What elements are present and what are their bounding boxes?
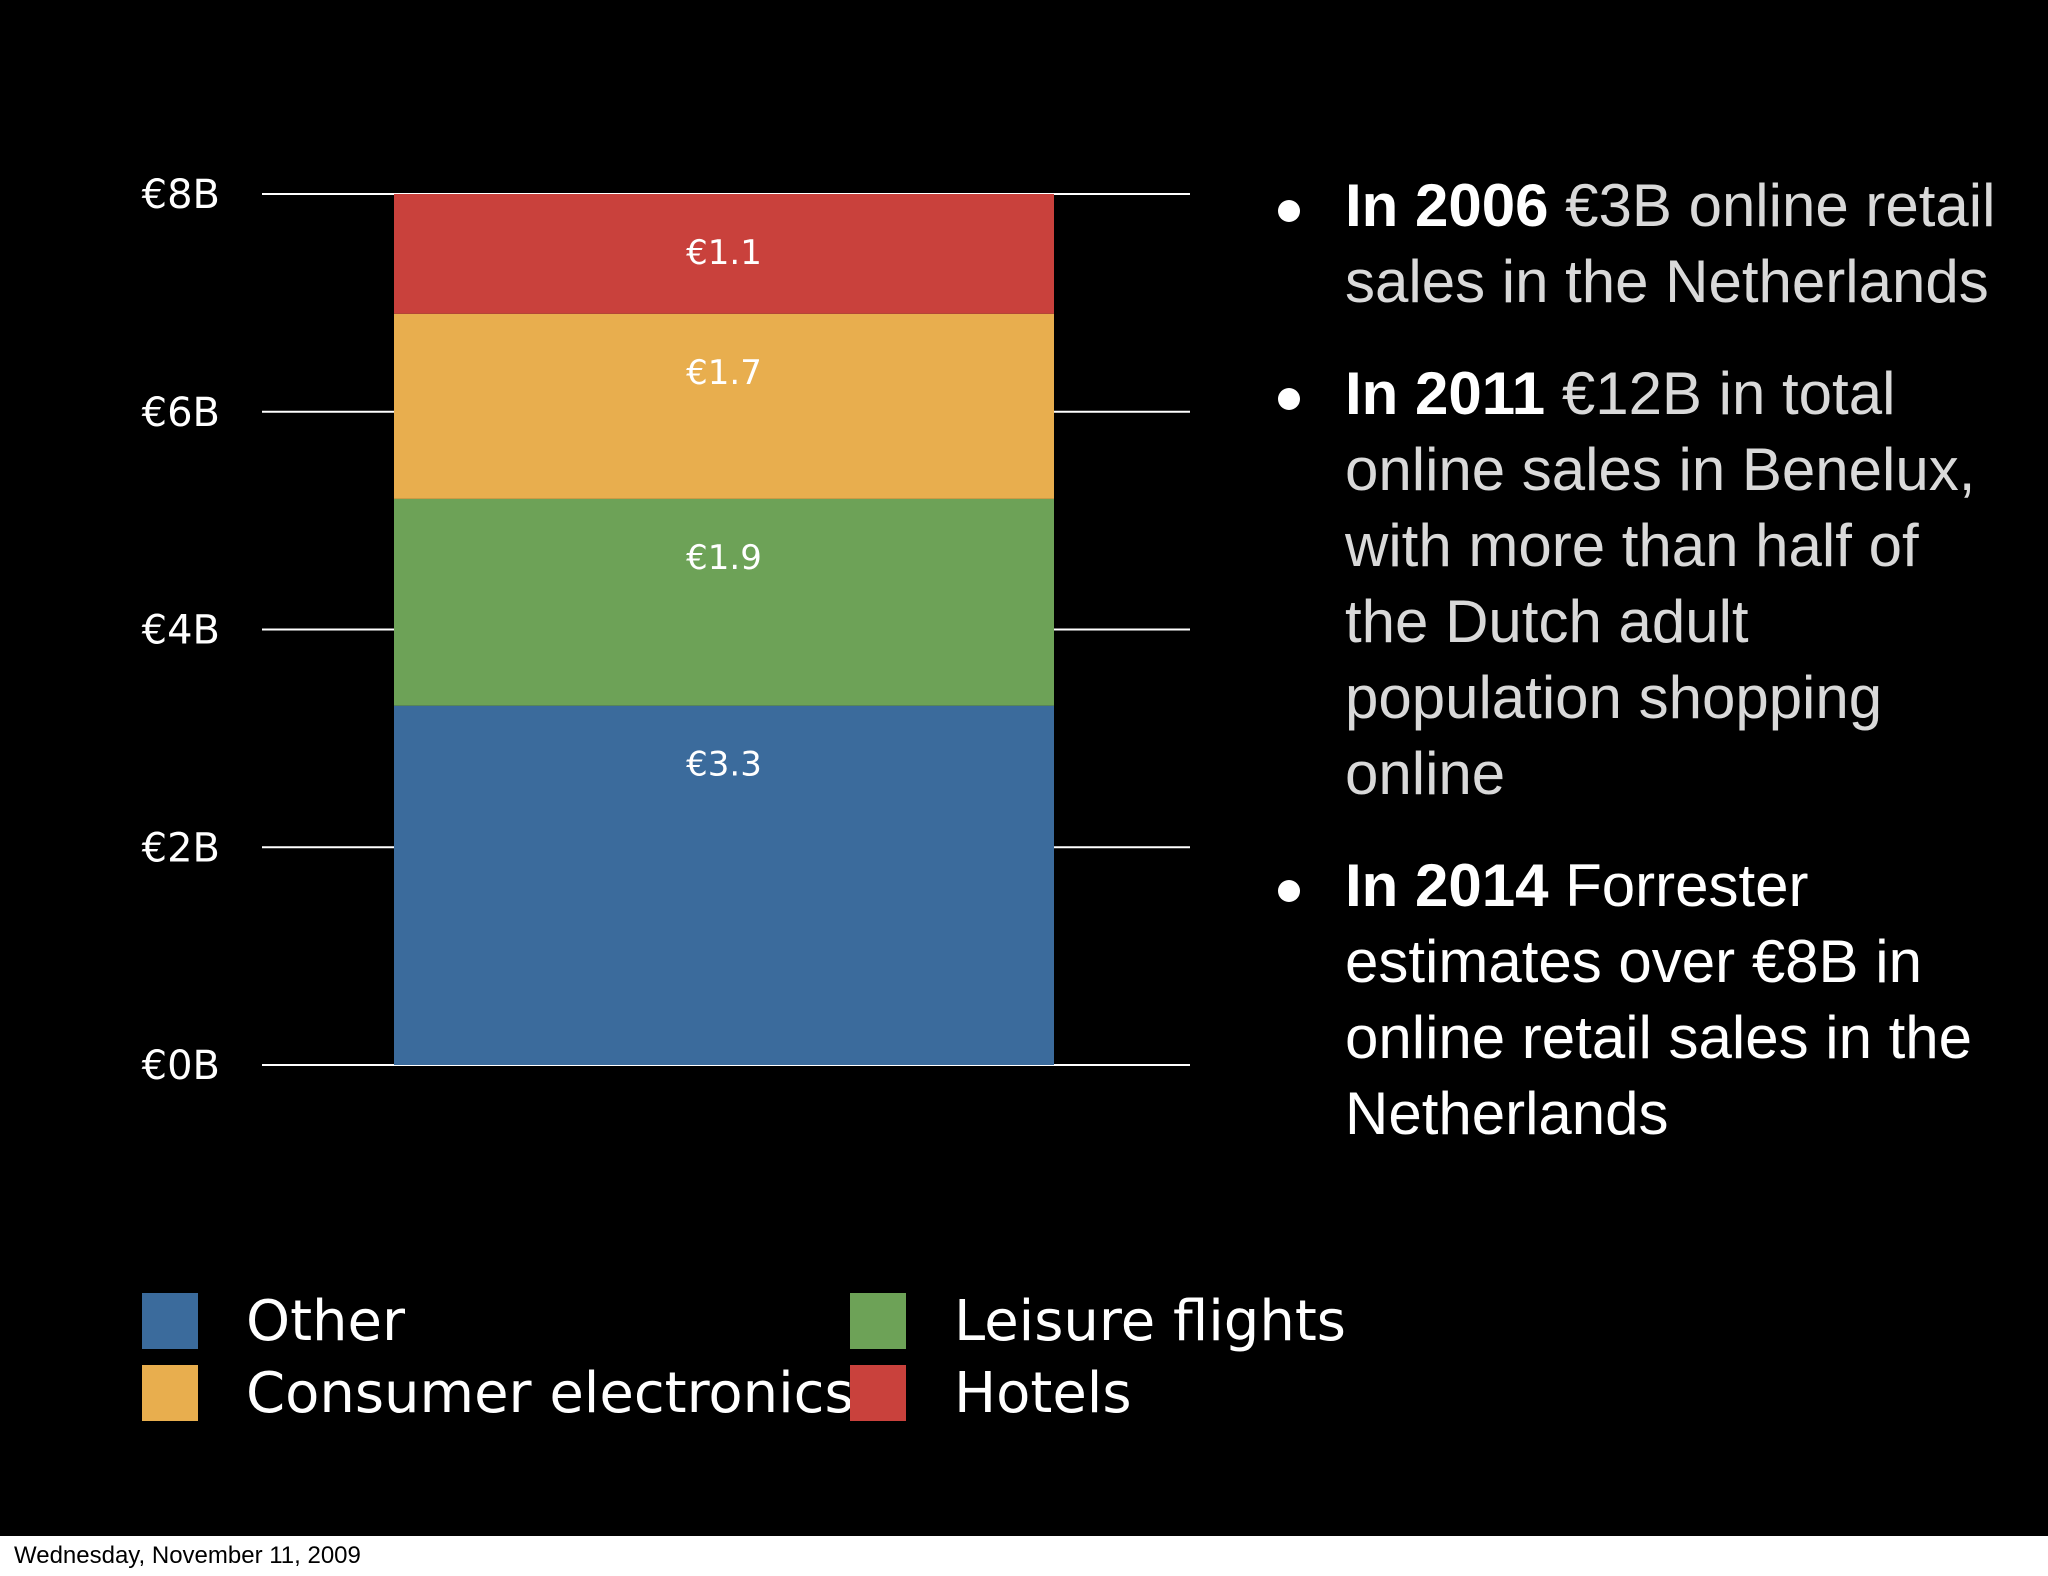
- legend-label: Other: [246, 1288, 406, 1354]
- y-tick-label: €8B: [142, 172, 220, 218]
- segment-value-labels: €3.3 €1.9 €1.7 €1.1: [686, 233, 762, 785]
- y-tick-label: €4B: [142, 608, 220, 654]
- bullet-text: Forrester estimates over €8B in online r…: [1345, 852, 1973, 1147]
- segment-value-label: €1.1: [686, 233, 762, 273]
- footer-date: Wednesday, November 11, 2009: [14, 1542, 361, 1569]
- legend-swatch-consumer-electronics: [142, 1365, 198, 1421]
- y-tick-label: €2B: [142, 825, 220, 871]
- legend-item-other: Other: [142, 1289, 405, 1354]
- y-tick-label: €0B: [142, 1043, 220, 1089]
- y-axis-tick-labels: €0B €2B €4B €6B €8B: [142, 172, 220, 1089]
- legend-label: Leisure flights: [954, 1288, 1346, 1354]
- y-tick-label: €6B: [142, 390, 220, 436]
- bar-segment-other: [394, 705, 1054, 1065]
- bullet-year: In 2011: [1345, 360, 1546, 427]
- legend-swatch-leisure-flights: [850, 1293, 906, 1349]
- legend-swatch-other: [142, 1293, 198, 1349]
- legend-swatch-hotels: [850, 1365, 906, 1421]
- legend-item-leisure-flights: Leisure flights: [850, 1289, 1346, 1354]
- segment-value-label: €1.7: [686, 353, 762, 393]
- bullet-2006: In 2006 €3B online retail sales in the N…: [1270, 168, 2010, 320]
- slide: €0B €2B €4B €6B €8B €3.3 €1.9 €1.7 €1.1 In 2006…: [0, 0, 2048, 1536]
- bullet-year: In 2006: [1345, 172, 1549, 239]
- bar-segments: [394, 194, 1054, 1065]
- stacked-bar-chart: €0B €2B €4B €6B €8B €3.3 €1.9 €1.7 €1.1: [142, 172, 1190, 1089]
- legend-label: Hotels: [954, 1360, 1132, 1426]
- segment-value-label: €1.9: [686, 538, 762, 578]
- bullet-text: €3B online retail sales in the Netherlan…: [1345, 172, 1996, 315]
- legend-item-hotels: Hotels: [850, 1361, 1132, 1426]
- bullet-year: In 2014: [1345, 852, 1549, 919]
- bar-segment-consumer-electronics: [394, 313, 1054, 499]
- bar-segment-hotels: [394, 194, 1054, 314]
- bullet-list: In 2006 €3B online retail sales in the N…: [1270, 168, 2010, 1188]
- bar-segment-leisure-flights: [394, 498, 1054, 706]
- bullet-text: €12B in total online sales in Benelux, w…: [1345, 360, 1976, 807]
- bullet-2011: In 2011 €12B in total online sales in Be…: [1270, 356, 2010, 812]
- bullet-2014: In 2014 Forrester estimates over €8B in …: [1270, 848, 2010, 1152]
- legend-label: Consumer electronics: [246, 1360, 854, 1426]
- legend-item-consumer-electronics: Consumer electronics: [142, 1361, 854, 1426]
- chart-legend: Other Leisure flights Consumer electroni…: [142, 1289, 1346, 1442]
- segment-value-label: €3.3: [686, 745, 762, 785]
